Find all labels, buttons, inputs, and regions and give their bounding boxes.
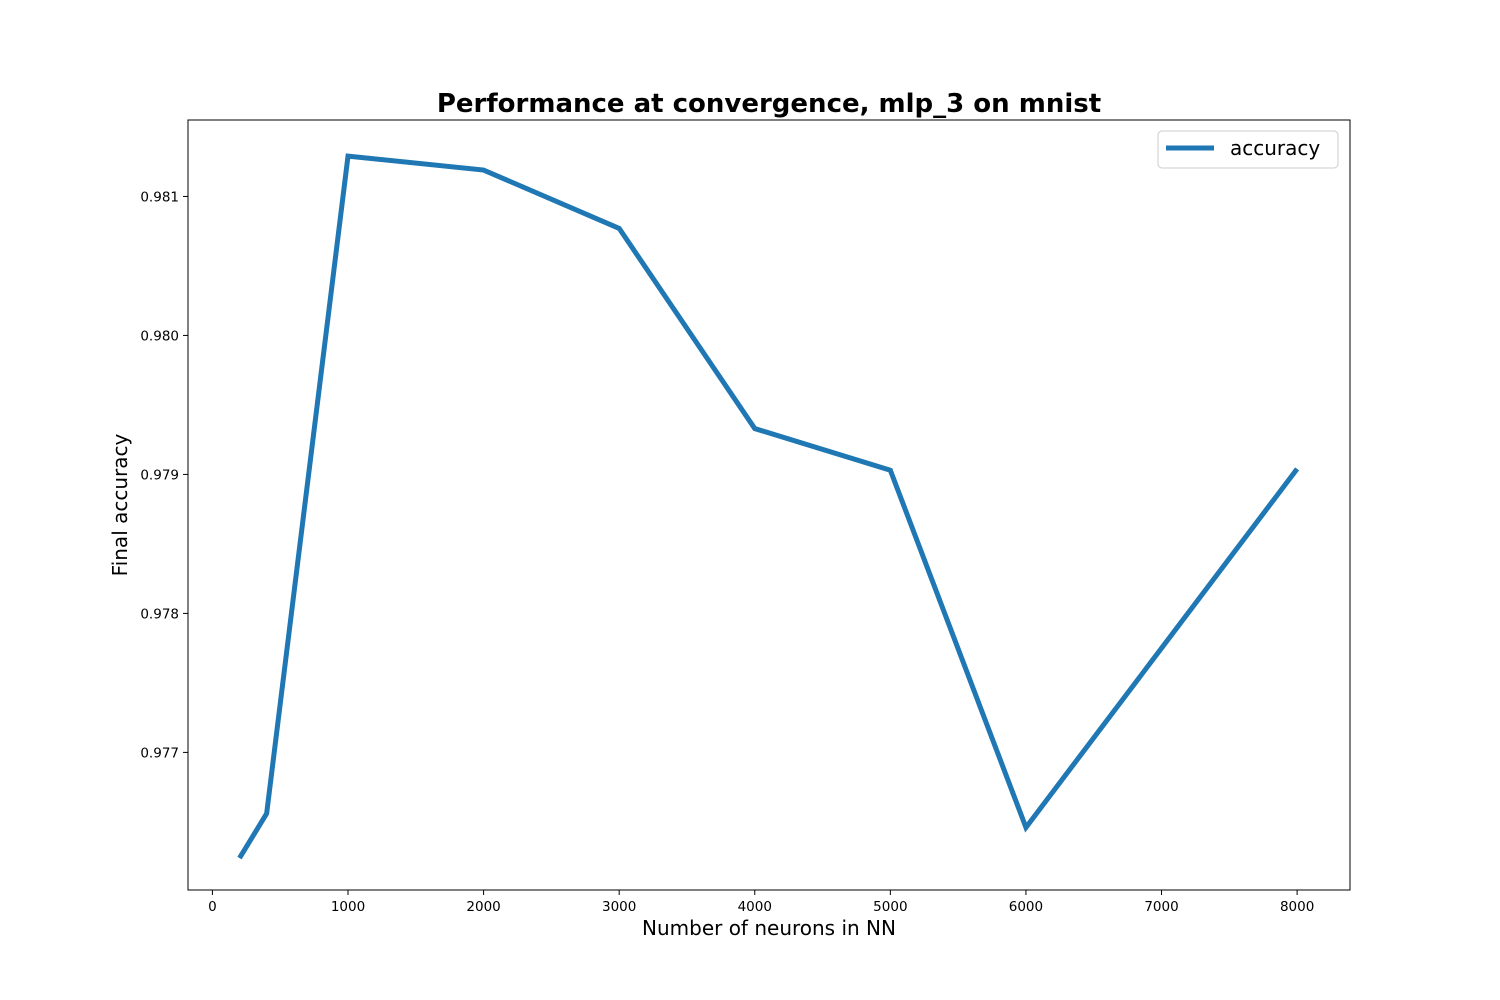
series-layer xyxy=(237,153,1300,860)
x-tick-label: 4000 xyxy=(738,899,772,915)
y-tick-label: 0.978 xyxy=(140,606,179,622)
x-tick-label: 8000 xyxy=(1280,899,1314,915)
y-tick-label: 0.979 xyxy=(140,467,179,483)
legend-label-accuracy: accuracy xyxy=(1230,136,1320,160)
y-axis-ticks: 0.977 0.978 0.979 0.980 0.981 xyxy=(140,189,188,761)
y-tick-label: 0.981 xyxy=(140,189,179,205)
y-axis-label: Final accuracy xyxy=(108,433,132,576)
x-axis-label: Number of neurons in NN xyxy=(642,916,896,940)
plot-area: 0 1000 2000 3000 4000 5000 6000 7000 8000 0.9770… xyxy=(140,119,1351,915)
x-tick-label: 5000 xyxy=(873,899,907,915)
y-tick-label: 0.977 xyxy=(140,745,179,761)
x-tick-label: 7000 xyxy=(1144,899,1178,915)
x-axis-ticks: 0 1000 2000 3000 4000 5000 6000 7000 8000 xyxy=(208,890,1314,915)
x-tick-label: 3000 xyxy=(602,899,636,915)
y-tick-label: 0.980 xyxy=(140,328,179,344)
axes-frame xyxy=(187,119,1351,891)
x-tick-label: 1000 xyxy=(331,899,365,915)
legend-box xyxy=(1157,130,1339,169)
legend: accuracy xyxy=(1157,130,1339,169)
x-tick-label: 2000 xyxy=(466,899,500,915)
x-tick-label: 6000 xyxy=(1009,899,1043,915)
chart-title: Performance at convergence, mlp_3 on mni… xyxy=(437,89,1101,119)
x-tick-label: 0 xyxy=(208,899,217,915)
